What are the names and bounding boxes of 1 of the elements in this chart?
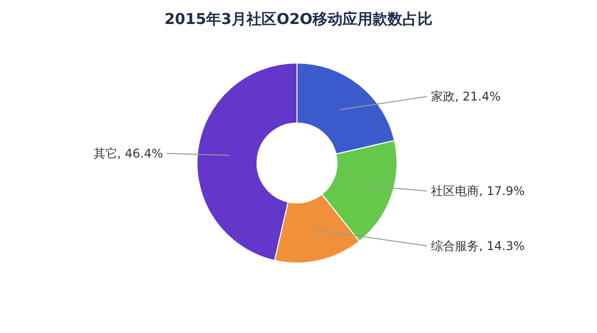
title: 2015年3月社区O2O移动应用款数占比 — [164, 10, 433, 28]
